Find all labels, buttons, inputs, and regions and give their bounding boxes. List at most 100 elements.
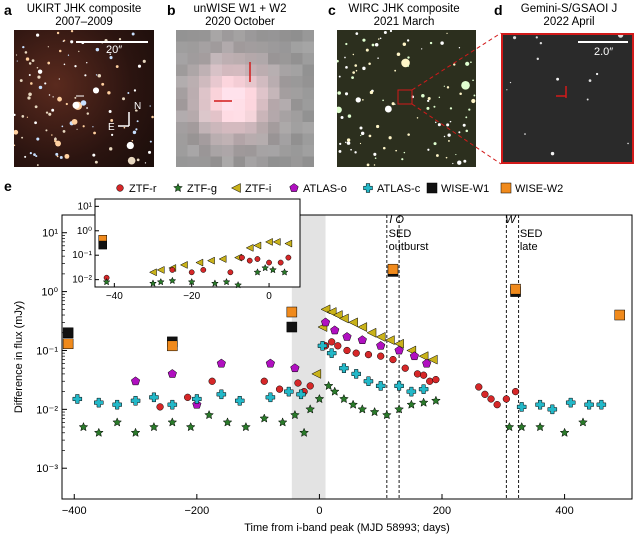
- image-pixel: [233, 156, 246, 167]
- marker-cross: [535, 399, 545, 410]
- star-dot: [136, 120, 139, 123]
- star-dot: [458, 131, 461, 134]
- marker-triangle: [218, 255, 227, 263]
- marker-triangle: [338, 313, 349, 324]
- star-dot: [115, 65, 119, 68]
- marker-cross: [167, 399, 178, 410]
- star-dot: [449, 120, 452, 123]
- marker-circle: [377, 352, 385, 360]
- star-dot: [33, 153, 36, 157]
- star-dot: [82, 125, 85, 128]
- star-dot: [70, 40, 74, 44]
- star-dot: [57, 96, 62, 102]
- image-pixel: [176, 30, 188, 42]
- star-dot: [74, 65, 77, 68]
- star-dot: [345, 42, 348, 46]
- marker-circle: [285, 254, 292, 261]
- image-pixel: [210, 99, 223, 111]
- inset-y-tick-label: 10⁰: [77, 226, 92, 237]
- image-pixel: [187, 76, 200, 88]
- marker-pentagon: [376, 340, 386, 350]
- star-dot: [337, 91, 341, 95]
- annotation-w: W: [505, 214, 517, 226]
- image-pixel: [233, 110, 246, 123]
- series-atlas-c: [72, 341, 607, 415]
- marker-star: [357, 404, 368, 414]
- marker-pentagon: [167, 369, 177, 378]
- star-dot: [359, 142, 362, 145]
- star-dot: [539, 41, 543, 45]
- marker-triangle: [230, 183, 241, 193]
- marker-star: [348, 399, 359, 409]
- legend-label: ATLAS-c: [377, 183, 421, 195]
- marker-star: [406, 399, 417, 409]
- star-dot: [366, 163, 370, 167]
- image-pixel: [302, 156, 314, 167]
- image-pixel: [210, 87, 223, 100]
- star-dot: [28, 73, 31, 76]
- marker-circle: [493, 401, 501, 409]
- star-dot: [136, 158, 140, 162]
- marker-pentagon: [289, 183, 299, 192]
- star-dot: [352, 71, 356, 74]
- marker-cross: [363, 183, 373, 193]
- star-dot: [536, 57, 539, 61]
- star-dot: [391, 102, 395, 106]
- image-pixel: [187, 64, 200, 77]
- image-pixel: [187, 87, 200, 100]
- star-dot: [435, 121, 437, 124]
- marker-circle: [511, 387, 520, 396]
- image-pixel: [176, 99, 188, 111]
- marker-pentagon: [216, 358, 226, 368]
- marker-circle: [184, 393, 192, 401]
- star-dot: [346, 141, 351, 145]
- star-dot: [109, 56, 113, 60]
- star-dot: [362, 99, 364, 101]
- star-dot: [382, 146, 386, 150]
- marker-circle: [432, 375, 440, 384]
- marker-square: [426, 182, 438, 194]
- marker-star: [149, 421, 159, 432]
- legend-label: WISE-W1: [441, 183, 489, 195]
- y-axis-label: Difference in flux (mJy): [13, 301, 25, 413]
- plot-frame: [61, 214, 633, 500]
- star-dot: [468, 108, 471, 111]
- star-dot: [56, 155, 59, 158]
- marker-circle: [419, 371, 428, 379]
- y-tick-label: 10⁰: [41, 287, 58, 299]
- image-pixel: [176, 41, 188, 54]
- star-dot: [395, 149, 398, 152]
- marker-cross: [394, 381, 404, 391]
- marker-triangle: [179, 261, 188, 269]
- image-pixel: [291, 87, 303, 100]
- marker-star: [299, 427, 310, 437]
- image-pixel: [279, 122, 292, 134]
- marker-star: [305, 404, 316, 414]
- star-dot: [19, 79, 23, 83]
- inset-x-tick-label: 0: [266, 291, 272, 302]
- image-pixel: [268, 30, 280, 42]
- marker-triangle: [206, 256, 215, 265]
- x-tick-label: 200: [433, 505, 451, 517]
- inset-x-tick-label: −20: [183, 291, 200, 302]
- marker-circle: [169, 267, 176, 273]
- star-dot: [126, 141, 134, 150]
- marker-triangle: [156, 266, 165, 274]
- star-dot: [556, 77, 560, 81]
- star-dot: [374, 157, 377, 160]
- star-dot: [31, 59, 35, 63]
- image-pixel: [199, 133, 211, 146]
- star-dot: [411, 95, 415, 99]
- legend-label: ATLAS-o: [303, 183, 347, 195]
- star-dot: [359, 126, 363, 130]
- star-dot: [67, 54, 70, 56]
- image-pixel: [187, 145, 200, 157]
- image-pixel: [233, 76, 246, 88]
- marker-cross: [406, 386, 417, 397]
- star-dot: [627, 142, 629, 145]
- image-pixel: [245, 99, 257, 111]
- star-dot: [108, 110, 112, 114]
- marker-cross: [149, 392, 159, 403]
- star-dot: [470, 61, 472, 64]
- star-dot: [86, 107, 88, 109]
